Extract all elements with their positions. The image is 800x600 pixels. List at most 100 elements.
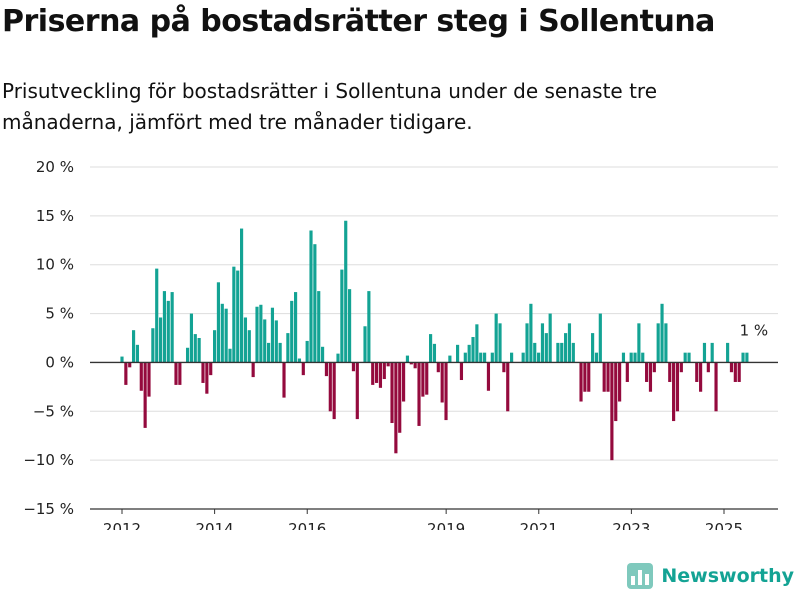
bar — [367, 291, 371, 363]
bar — [510, 352, 514, 363]
bar — [498, 323, 502, 363]
bar — [710, 342, 714, 363]
bar — [502, 362, 506, 373]
bar — [158, 317, 163, 363]
y-tick-label: −5 % — [33, 402, 74, 420]
bar — [321, 346, 325, 363]
bar — [309, 230, 313, 363]
x-tick-label: 2012 — [103, 520, 141, 530]
bar — [594, 352, 599, 363]
bar — [201, 362, 205, 383]
bar — [652, 362, 656, 373]
bar — [228, 348, 232, 363]
bar — [714, 362, 718, 412]
bar — [648, 362, 653, 392]
bar — [174, 362, 178, 385]
y-tick-label: −15 % — [23, 500, 74, 518]
bar — [328, 362, 332, 412]
bar — [128, 362, 132, 368]
bar — [251, 362, 255, 378]
bar — [621, 352, 626, 363]
bar — [371, 362, 375, 385]
bar — [386, 362, 390, 367]
bar — [629, 352, 633, 363]
x-tick-label: 2019 — [427, 520, 465, 530]
bar — [394, 362, 398, 454]
bar — [336, 353, 340, 363]
bar — [185, 347, 190, 363]
bar — [282, 362, 286, 398]
bar — [695, 362, 699, 382]
x-axis: 2012 2014 2016 2019 2021 2023 2025 — [90, 508, 778, 530]
bar — [417, 362, 421, 426]
bar — [436, 362, 440, 373]
bar — [139, 362, 143, 391]
bar — [193, 334, 197, 363]
bar — [571, 342, 575, 363]
bar — [240, 228, 244, 363]
bar — [537, 352, 541, 363]
bar — [610, 362, 614, 461]
bar — [587, 362, 591, 392]
bar — [131, 330, 136, 363]
bar — [270, 307, 275, 363]
bar — [641, 352, 645, 363]
bar — [232, 266, 236, 363]
bar — [247, 330, 251, 363]
bar — [259, 304, 263, 363]
bar — [432, 343, 437, 363]
bar — [602, 362, 606, 392]
bar — [444, 362, 448, 421]
bar — [664, 323, 668, 363]
newsworthy-logo-icon — [627, 563, 654, 589]
bar — [529, 303, 533, 363]
bar — [290, 300, 294, 363]
bar — [463, 352, 467, 363]
bar — [286, 333, 290, 363]
bar — [533, 342, 537, 363]
bar — [525, 323, 529, 363]
y-tick-label: 20 % — [36, 158, 74, 176]
bar — [398, 362, 402, 433]
bar — [189, 313, 194, 363]
bar — [166, 300, 170, 363]
bar — [448, 355, 452, 363]
bar — [305, 340, 309, 363]
bar — [471, 337, 475, 363]
bar — [313, 244, 317, 363]
bar — [706, 362, 710, 373]
bar — [243, 317, 248, 363]
bar — [124, 362, 128, 385]
y-tick-label: −10 % — [23, 451, 74, 469]
bars — [120, 220, 749, 461]
bar — [645, 362, 649, 382]
bar — [236, 270, 240, 363]
bar — [591, 333, 595, 363]
bar — [656, 323, 660, 363]
bar — [378, 362, 383, 388]
bar — [429, 334, 433, 363]
bar — [143, 362, 147, 428]
bar — [344, 220, 348, 363]
x-tick-label: 2016 — [288, 520, 326, 530]
bar — [409, 362, 413, 365]
bar — [178, 362, 182, 385]
bar — [220, 303, 224, 363]
price-change-bar-chart: 20 %15 %10 %5 %0 %−5 %−10 %−15 % 2012 201… — [23, 158, 778, 530]
bar — [675, 362, 680, 412]
chart-title: Priserna på bostadsrätter steg i Sollent… — [2, 4, 715, 39]
bar — [459, 362, 464, 381]
x-tick-label: 2025 — [705, 520, 743, 530]
bar — [332, 362, 336, 420]
chart-subtitle: Prisutveckling för bostadsrätter i Solle… — [2, 79, 657, 134]
bar — [729, 362, 734, 373]
bar — [548, 313, 552, 363]
bar — [382, 362, 386, 380]
bar — [213, 330, 217, 363]
y-tick-label: 0 % — [45, 353, 74, 371]
bar — [209, 362, 213, 376]
bar — [301, 362, 305, 376]
brand-name: Newsworthy — [661, 565, 794, 587]
bar — [660, 303, 664, 363]
y-gridlines — [90, 166, 778, 510]
